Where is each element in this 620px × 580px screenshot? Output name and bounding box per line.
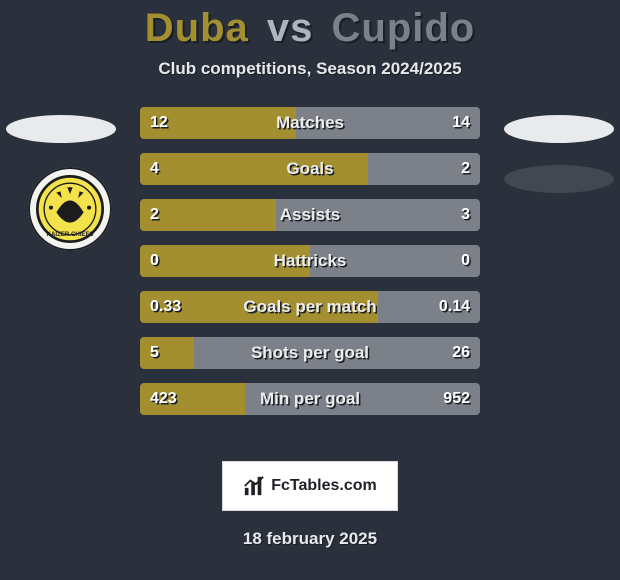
player2-silhouette-shadow [504, 165, 614, 193]
stat-value-right: 952 [433, 383, 480, 415]
date-text: 18 february 2025 [0, 529, 620, 549]
stat-row: 526Shots per goal [140, 337, 480, 369]
stat-value-left: 5 [140, 337, 169, 369]
club-crest: KAIZER CHIEFS [28, 167, 112, 251]
vs-text: vs [267, 6, 314, 50]
chart-icon [243, 475, 265, 497]
stat-value-left: 0.33 [140, 291, 191, 323]
stat-bar-left [140, 153, 368, 185]
stat-value-right: 0 [451, 245, 480, 277]
stat-row: 00Hattricks [140, 245, 480, 277]
stat-row: 23Assists [140, 199, 480, 231]
stat-value-right: 2 [451, 153, 480, 185]
stat-value-left: 2 [140, 199, 169, 231]
fctables-text: FcTables.com [271, 477, 377, 495]
stat-value-left: 4 [140, 153, 169, 185]
stat-bar-right [194, 337, 480, 369]
player1-name: Duba [145, 6, 249, 50]
player2-silhouette [504, 115, 614, 143]
fctables-logo[interactable]: FcTables.com [222, 461, 398, 511]
stat-row: 42Goals [140, 153, 480, 185]
stat-value-right: 26 [442, 337, 480, 369]
stat-value-left: 0 [140, 245, 169, 277]
stat-bar-right [276, 199, 480, 231]
comparison-title: Duba vs Cupido [0, 0, 620, 51]
stat-row: 1214Matches [140, 107, 480, 139]
stat-value-right: 0.14 [429, 291, 480, 323]
svg-text:KAIZER CHIEFS: KAIZER CHIEFS [47, 231, 94, 238]
stat-bars: 1214Matches42Goals23Assists00Hattricks0.… [140, 107, 480, 429]
player1-silhouette [6, 115, 116, 143]
stat-value-right: 14 [442, 107, 480, 139]
stat-value-right: 3 [451, 199, 480, 231]
stats-stage: KAIZER CHIEFS 1214Matches42Goals23Assist… [0, 107, 620, 447]
stat-value-left: 12 [140, 107, 178, 139]
stat-row: 0.330.14Goals per match [140, 291, 480, 323]
subtitle: Club competitions, Season 2024/2025 [0, 59, 620, 79]
stat-row: 423952Min per goal [140, 383, 480, 415]
player2-name: Cupido [332, 6, 476, 50]
stat-value-left: 423 [140, 383, 187, 415]
kaizer-chiefs-icon: KAIZER CHIEFS [36, 175, 104, 243]
